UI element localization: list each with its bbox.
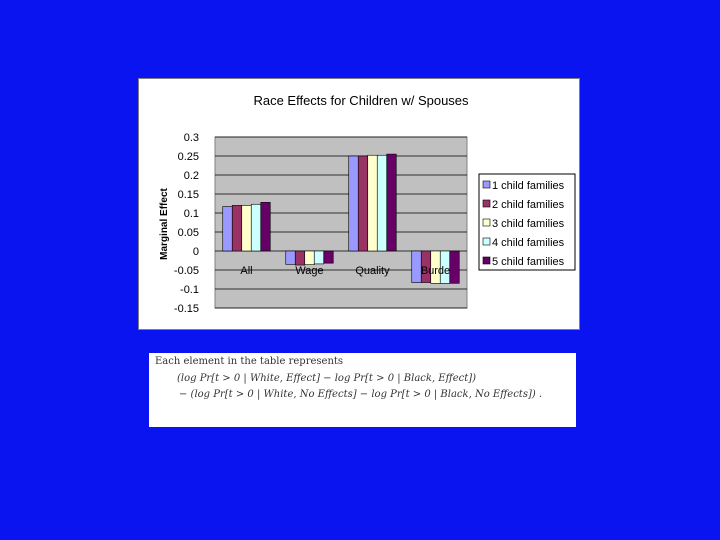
formula-line-1: (log Pr[t > 0 | White, Effect] − log Pr[… bbox=[177, 373, 477, 384]
y-tick-labels: 0.3 0.25 0.2 0.15 0.1 0.05 0 -0.05 -0.1 -0.15 bbox=[174, 132, 199, 315]
legend-swatch bbox=[482, 180, 491, 189]
formula-panel: Each element in the table represents (lo… bbox=[149, 353, 576, 427]
chart-title: Race Effects for Children w/ Spouses bbox=[253, 93, 469, 108]
y-tick-label: 0.05 bbox=[178, 227, 199, 239]
legend-swatch bbox=[482, 237, 491, 246]
y-tick-label: -0.15 bbox=[174, 303, 199, 315]
bar bbox=[231, 205, 243, 252]
bar bbox=[386, 153, 397, 252]
y-tick-label: 0.25 bbox=[178, 151, 199, 163]
bar bbox=[367, 154, 378, 252]
y-tick-label: 0.3 bbox=[184, 132, 199, 144]
bar bbox=[411, 250, 422, 283]
bar bbox=[348, 155, 359, 252]
category-label: Quality bbox=[355, 265, 390, 277]
legend-swatch bbox=[482, 256, 491, 265]
legend-swatch bbox=[482, 218, 491, 227]
bar bbox=[304, 250, 315, 265]
bar bbox=[260, 202, 271, 252]
category-label: All bbox=[240, 265, 252, 277]
y-tick-label: 0 bbox=[193, 246, 199, 258]
legend-box bbox=[478, 173, 576, 271]
category-label: Burde bbox=[421, 265, 450, 277]
bar bbox=[357, 155, 369, 252]
legend-label: 4 child families bbox=[492, 237, 565, 249]
bar bbox=[449, 250, 460, 284]
bar-chart: Race Effects for Children w/ Spouses 0.3… bbox=[159, 93, 576, 315]
bar bbox=[250, 203, 262, 252]
legend: 1 child families 2 child families 3 child … bbox=[478, 173, 576, 271]
bar bbox=[376, 154, 388, 252]
y-tick-label: 0.2 bbox=[184, 170, 199, 182]
legend-swatch bbox=[482, 199, 491, 208]
legend-label: 1 child families bbox=[492, 180, 565, 192]
formula-line-2: − (log Pr[t > 0 | White, No Effects] − l… bbox=[179, 389, 543, 400]
legend-label: 3 child families bbox=[492, 218, 565, 230]
y-tick-label: 0.15 bbox=[178, 189, 199, 201]
bar bbox=[285, 250, 296, 265]
y-tick-label: -0.1 bbox=[180, 284, 199, 296]
bar bbox=[323, 250, 334, 264]
bar bbox=[241, 205, 252, 252]
legend-label: 2 child families bbox=[492, 199, 565, 211]
bar bbox=[222, 206, 233, 252]
bar bbox=[313, 250, 325, 265]
chart-panel: Race Effects for Children w/ Spouses 0.3… bbox=[138, 78, 580, 330]
legend-label: 5 child families bbox=[492, 256, 565, 268]
y-axis-label: Marginal Effect bbox=[159, 187, 170, 259]
y-tick-label: 0.1 bbox=[184, 208, 199, 220]
bar bbox=[294, 250, 306, 266]
bars bbox=[222, 153, 460, 284]
y-tick-label: -0.05 bbox=[174, 265, 199, 277]
formula-intro: Each element in the table represents bbox=[155, 356, 344, 367]
category-labels: All Wage Quality Burde bbox=[240, 265, 450, 277]
category-label: Wage bbox=[295, 265, 323, 277]
